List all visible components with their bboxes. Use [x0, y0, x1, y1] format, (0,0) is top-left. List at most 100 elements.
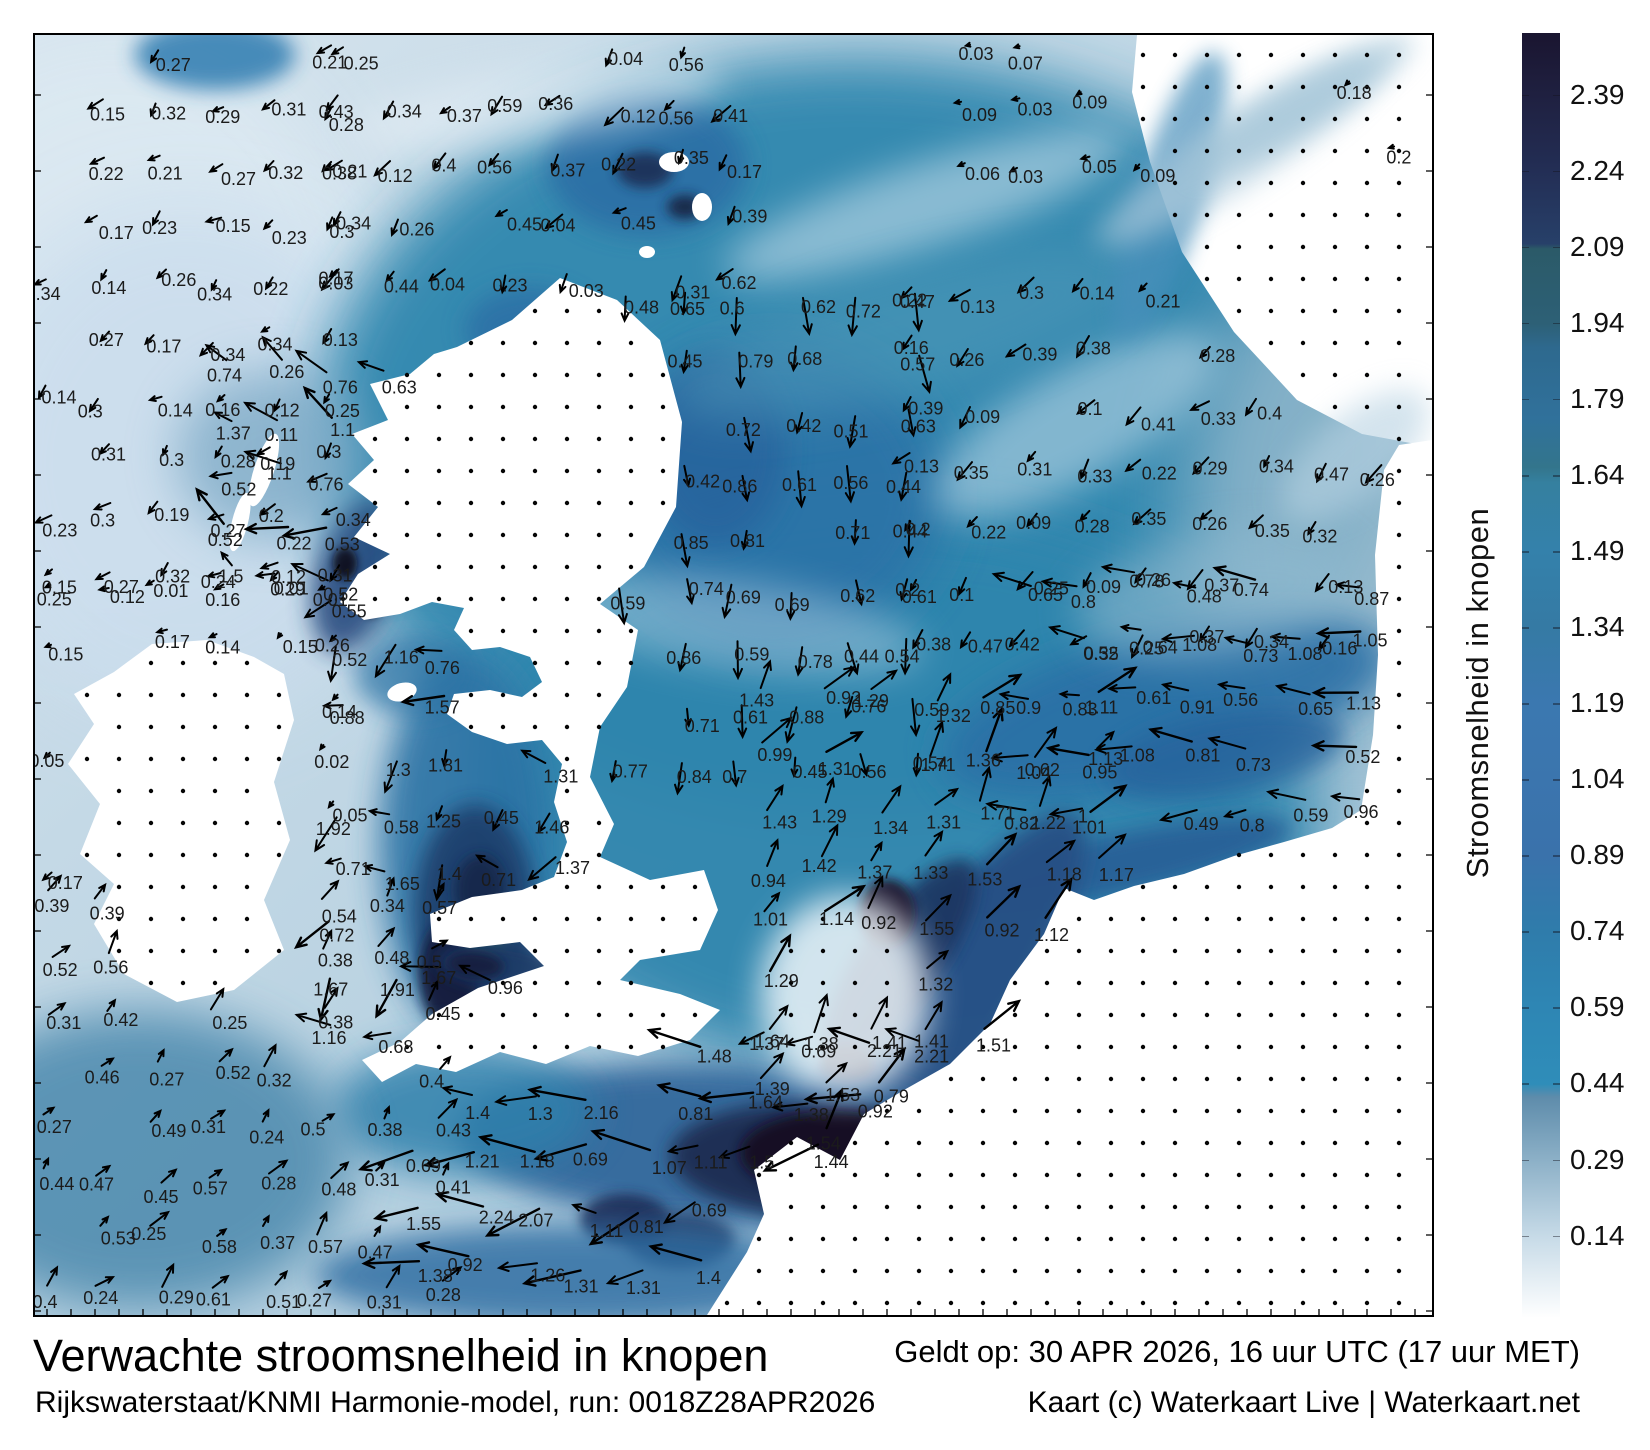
current-value-label: 0.09	[962, 105, 997, 125]
current-arrow	[474, 854, 499, 869]
current-value-label: 0.52	[323, 585, 358, 605]
colorbar-tick-label: 0.29	[1570, 1143, 1625, 1175]
sea-current-patch	[1186, 36, 1414, 174]
sea-current-patch	[333, 1045, 593, 1175]
current-arrow	[415, 1241, 470, 1258]
current-value-label: 1.25	[426, 812, 461, 832]
current-arrow	[94, 1276, 116, 1287]
current-value-label: 0.57	[900, 355, 935, 375]
current-value-label: 0.61	[902, 587, 937, 607]
current-value-label: 0.95	[1082, 763, 1117, 783]
current-value-label: 0.85	[980, 698, 1015, 718]
current-value-label: 1.41	[872, 1033, 907, 1053]
current-arrow	[768, 1004, 789, 1030]
current-value-label: 1.26	[530, 1265, 565, 1285]
current-arrow	[656, 1082, 702, 1098]
current-arrow	[442, 1161, 450, 1176]
current-value-label: 0.26	[1192, 514, 1227, 534]
current-arrow	[206, 513, 225, 521]
current-value-label: 0.39	[90, 904, 125, 924]
current-arrow	[824, 776, 835, 804]
current-arrow	[254, 571, 276, 579]
current-value-label: 0.32	[257, 1070, 292, 1090]
current-arrow	[912, 629, 924, 650]
current-arrow	[1199, 625, 1210, 643]
current-arrow	[367, 808, 391, 816]
current-arrow	[88, 156, 105, 165]
current-arrow	[985, 800, 1027, 811]
current-arrow	[1044, 877, 1073, 919]
current-arrow	[1045, 839, 1077, 864]
current-value-label: 1.3	[528, 1104, 553, 1124]
current-value-label: 0.61	[1136, 688, 1171, 708]
current-arrow	[648, 1243, 703, 1262]
current-arrow	[1269, 632, 1301, 642]
current-value-label: 0.42	[685, 472, 720, 492]
current-value-label: 1.37	[857, 862, 892, 882]
current-value-label: 0.32	[1302, 526, 1337, 546]
current-value-label: 0.2	[1386, 147, 1411, 167]
current-arrow	[314, 816, 338, 853]
current-arrow	[870, 669, 899, 690]
current-value-label: 0.78	[798, 652, 833, 672]
current-arrow	[433, 864, 444, 902]
current-arrow	[620, 295, 630, 324]
colorbar-tick-mark	[1522, 1007, 1529, 1009]
current-value-label: 0.92	[861, 913, 896, 933]
island	[854, 1224, 870, 1236]
land-region-continent	[707, 440, 1432, 1315]
current-arrow	[909, 578, 918, 593]
current-arrow	[93, 882, 107, 900]
current-value-label: 0.86	[666, 648, 701, 668]
current-value-label: 0.03	[569, 281, 604, 301]
current-arrow	[255, 446, 271, 456]
current-arrow	[92, 502, 112, 511]
current-arrow	[97, 585, 110, 593]
current-arrow	[261, 1108, 270, 1123]
current-value-label: 1.36	[966, 751, 1001, 771]
current-arrow	[912, 292, 923, 333]
current-arrow	[1089, 784, 1128, 813]
current-arrow	[400, 694, 446, 707]
current-arrow	[910, 697, 921, 738]
current-arrow	[963, 41, 972, 48]
current-value-label: 0.05	[333, 806, 368, 826]
current-value-label: 2.24	[479, 1208, 514, 1228]
current-arrow	[303, 599, 332, 619]
current-arrow	[306, 472, 328, 483]
current-value-label: 0.28	[261, 1174, 296, 1194]
current-arrow	[47, 1001, 67, 1016]
current-arrow	[323, 393, 331, 405]
colorbar-tick-mark	[1522, 1083, 1529, 1085]
current-value-label: 1.53	[825, 1085, 860, 1105]
current-arrow	[208, 471, 233, 480]
current-value-label: 0.1	[1078, 399, 1103, 419]
current-arrow	[543, 94, 561, 107]
current-value-label: 0.31	[365, 1170, 400, 1190]
current-arrow	[206, 571, 222, 579]
current-value-label: 0.88	[789, 707, 824, 727]
current-arrow	[926, 949, 950, 969]
current-arrow	[959, 631, 972, 650]
colorbar-tick-mark	[1522, 855, 1529, 857]
current-arrow	[413, 645, 443, 655]
current-value-label: 0.52	[208, 530, 243, 550]
current-value-label: 2.21	[914, 1046, 949, 1066]
current-value-label: 1.43	[762, 813, 797, 833]
current-value-label: 0.56	[833, 473, 868, 493]
current-arrow	[325, 94, 339, 112]
current-arrow	[37, 384, 47, 400]
current-value-label: 0.35	[1084, 644, 1119, 664]
colorbar-axis-label: Stroomsnelheid in knopen	[1460, 507, 1495, 879]
current-value-label: 0.69	[573, 1149, 608, 1169]
current-arrow	[762, 1143, 820, 1172]
current-arrow	[317, 1279, 333, 1289]
current-arrow	[907, 408, 917, 438]
current-arrow	[329, 564, 341, 583]
current-value-label: 0.39	[908, 398, 943, 418]
current-arrow	[161, 1262, 175, 1288]
current-value-label: 1.08	[1120, 746, 1155, 766]
current-arrow	[259, 561, 279, 570]
current-arrow	[759, 659, 772, 690]
current-value-label: 0.92	[448, 1255, 483, 1275]
